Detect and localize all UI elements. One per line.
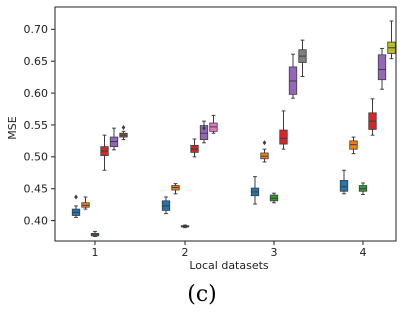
box-group — [339, 169, 349, 195]
box-group — [119, 125, 128, 141]
box-group — [298, 39, 307, 77]
box-group — [109, 127, 119, 151]
box-group — [349, 136, 358, 155]
box-group — [90, 230, 100, 238]
box-group — [279, 110, 288, 150]
box-flier — [202, 125, 206, 131]
box-group — [288, 53, 298, 99]
boxes-layer — [71, 20, 396, 238]
axes-layer: 0.40 0.45 0.50 0.55 0.60 0.65 0.70 1 2 3 4 — [24, 6, 397, 259]
y-tick-label: 0.50 — [24, 151, 49, 164]
box-group — [100, 134, 109, 171]
box-group — [269, 192, 279, 204]
y-tick-label: 0.40 — [24, 214, 49, 227]
box-body — [199, 125, 209, 141]
box-flier — [74, 194, 78, 200]
box-body — [377, 54, 387, 81]
y-tick-label: 0.60 — [24, 87, 49, 100]
y-tick-label: 0.70 — [24, 23, 49, 36]
box-group — [71, 194, 81, 218]
box-body — [339, 180, 349, 192]
y-tick-label: 0.65 — [24, 55, 49, 68]
box-group — [250, 176, 260, 205]
x-tick-label: 2 — [182, 246, 189, 259]
box-group — [199, 120, 209, 144]
y-axis-label: MSE — [6, 116, 19, 139]
box-group — [171, 183, 180, 195]
x-tick-label: 1 — [92, 246, 99, 259]
box-group — [387, 20, 396, 60]
box-group — [190, 138, 199, 158]
box-flier — [121, 125, 126, 131]
x-tick-label: 4 — [360, 246, 367, 259]
box-group — [260, 140, 269, 163]
box-group — [209, 114, 218, 134]
x-axis-label: Local datasets — [189, 259, 269, 272]
box-flier — [262, 140, 267, 146]
y-tick-label: 0.55 — [24, 119, 49, 132]
box-group — [377, 47, 387, 90]
box-group — [161, 196, 171, 215]
figure-caption: (c) — [187, 282, 217, 307]
box-group — [358, 182, 368, 195]
x-tick-label: 3 — [271, 246, 278, 259]
box-body — [279, 129, 288, 145]
box-group — [180, 224, 190, 229]
box-group — [368, 98, 377, 136]
y-tick-label: 0.45 — [24, 183, 49, 196]
box-group — [81, 196, 90, 210]
plot-frame — [54, 6, 397, 242]
